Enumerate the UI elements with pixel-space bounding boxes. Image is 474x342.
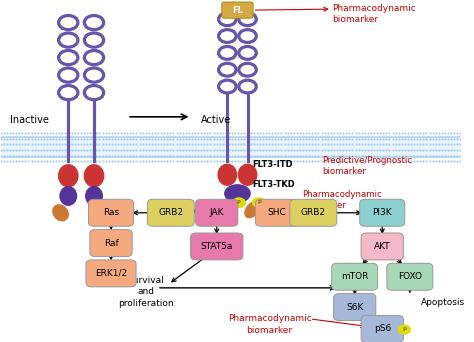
Text: Ras: Ras (103, 208, 119, 217)
Text: P: P (237, 200, 241, 205)
Text: Pharmacodynamic
biomarker: Pharmacodynamic biomarker (302, 190, 382, 210)
Ellipse shape (94, 205, 109, 221)
Text: mTOR: mTOR (341, 272, 368, 281)
FancyBboxPatch shape (290, 199, 337, 226)
FancyBboxPatch shape (222, 2, 253, 18)
Text: Pharmacodynamic
biomarker: Pharmacodynamic biomarker (228, 314, 311, 334)
Circle shape (398, 325, 410, 334)
Text: Active: Active (201, 115, 231, 125)
Bar (0, 137, 460, 157)
Text: FLT3-ITD: FLT3-ITD (253, 160, 293, 170)
Ellipse shape (218, 164, 237, 185)
Text: pS6: pS6 (374, 325, 391, 333)
FancyBboxPatch shape (86, 260, 136, 287)
FancyBboxPatch shape (89, 199, 134, 226)
Text: JAK: JAK (210, 208, 224, 217)
FancyBboxPatch shape (255, 199, 298, 226)
Text: FL: FL (232, 5, 243, 15)
Ellipse shape (245, 201, 260, 218)
FancyBboxPatch shape (332, 263, 378, 290)
Text: AKT: AKT (374, 242, 391, 251)
Text: PI3K: PI3K (373, 208, 392, 217)
FancyBboxPatch shape (147, 199, 194, 226)
FancyBboxPatch shape (387, 263, 433, 290)
Ellipse shape (53, 205, 68, 221)
Text: Raf: Raf (104, 239, 118, 248)
Text: ERK1/2: ERK1/2 (95, 269, 127, 278)
Text: P: P (257, 200, 261, 205)
FancyBboxPatch shape (361, 233, 403, 260)
Text: GRB2: GRB2 (301, 208, 326, 217)
Circle shape (253, 198, 265, 207)
FancyBboxPatch shape (334, 293, 376, 320)
Ellipse shape (86, 187, 102, 205)
Ellipse shape (238, 164, 257, 185)
FancyBboxPatch shape (361, 315, 403, 342)
Ellipse shape (59, 165, 78, 187)
Text: Survival
and
proliferation: Survival and proliferation (118, 276, 173, 308)
Text: FOXO: FOXO (398, 272, 422, 281)
Text: Pharmacodynamic
biomarker: Pharmacodynamic biomarker (332, 4, 415, 24)
Text: Predictive/Prognostic
biomarker: Predictive/Prognostic biomarker (322, 156, 413, 176)
FancyBboxPatch shape (360, 199, 405, 226)
Ellipse shape (225, 185, 250, 202)
FancyBboxPatch shape (196, 199, 238, 226)
Ellipse shape (60, 187, 76, 205)
FancyBboxPatch shape (90, 229, 132, 256)
Ellipse shape (215, 201, 230, 218)
Text: P: P (402, 327, 406, 332)
Text: S6K: S6K (346, 303, 364, 312)
Text: Inactive: Inactive (10, 115, 49, 125)
Text: STAT5a: STAT5a (201, 242, 233, 251)
Circle shape (232, 198, 245, 207)
Text: SHC: SHC (267, 208, 286, 217)
FancyBboxPatch shape (191, 233, 243, 260)
Text: GRB2: GRB2 (158, 208, 183, 217)
Text: Apoptosis: Apoptosis (421, 298, 465, 306)
Ellipse shape (84, 165, 104, 187)
Text: FLT3-TKD: FLT3-TKD (253, 180, 295, 189)
